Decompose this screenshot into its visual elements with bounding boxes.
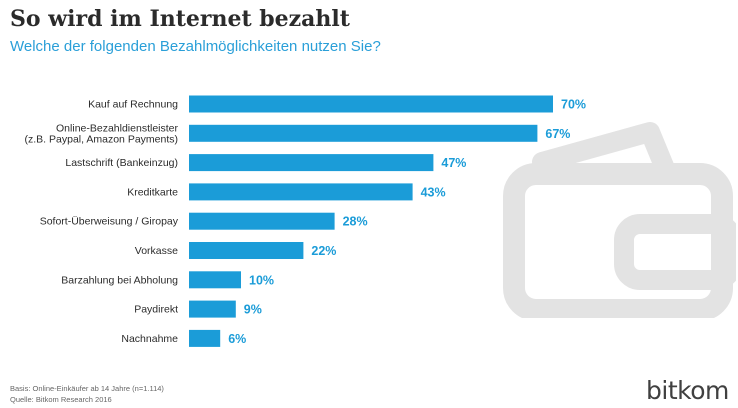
bar: [189, 329, 221, 347]
category-label: Barzahlung bei Abholung: [61, 274, 178, 286]
chart-subtitle: Welche der folgenden Bezahlmöglichkeiten…: [10, 38, 381, 55]
chart-title: So wird im Internet bezahlt: [10, 6, 350, 32]
footnote-source: Quelle: Bitkom Research 2016: [10, 395, 112, 404]
category-label: Vorkasse: [135, 245, 178, 257]
value-label: 67%: [545, 127, 570, 141]
value-label: 10%: [249, 273, 274, 287]
value-label: 9%: [244, 303, 262, 317]
bar: [189, 242, 304, 259]
bar: [189, 212, 335, 230]
value-label: 22%: [311, 244, 336, 258]
bar: [189, 95, 553, 113]
category-label: Nachnahme: [121, 333, 178, 345]
value-label: 43%: [421, 185, 446, 199]
bar: [189, 124, 538, 142]
value-label: 6%: [228, 332, 246, 346]
value-label: 28%: [343, 215, 368, 229]
bitkom-logo: bitkom: [646, 376, 729, 405]
value-label: 47%: [441, 156, 466, 170]
category-label: Paydirekt: [134, 304, 178, 316]
bar: [189, 271, 241, 289]
category-label: Lastschrift (Bankeinzug): [65, 157, 178, 169]
bar: [189, 154, 434, 172]
footnote-basis: Basis: Online-Einkäufer ab 14 Jahre (n=1…: [10, 384, 164, 393]
category-label: Kauf auf Rechnung: [88, 99, 178, 111]
category-label: Kreditkarte: [127, 186, 178, 198]
category-label: Online-Bezahldienstleister (z.B. Paypal, …: [25, 122, 179, 145]
category-label: Sofort-Überweisung / Giropay: [40, 216, 179, 228]
bar: [189, 183, 413, 201]
bar: [189, 300, 236, 318]
value-label: 70%: [561, 98, 586, 112]
wallet-icon: [503, 122, 736, 318]
